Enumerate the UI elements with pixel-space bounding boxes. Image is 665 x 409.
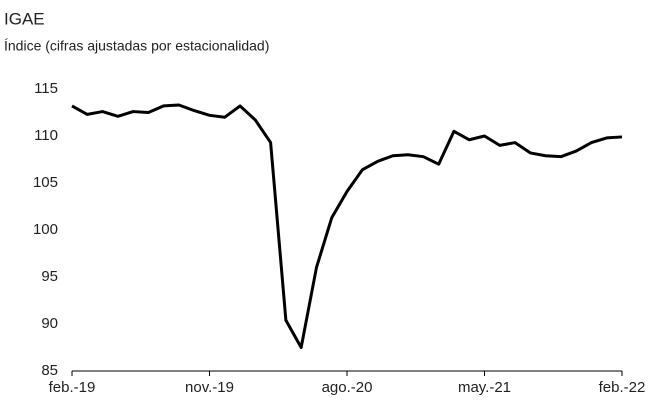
- y-tick-label: 115: [34, 80, 58, 97]
- y-tick-label: 105: [33, 174, 58, 191]
- y-tick-label: 90: [41, 315, 58, 332]
- y-tick-label: 110: [34, 127, 58, 144]
- y-tick-label: 85: [41, 362, 58, 379]
- x-tick-label: ago.-20: [322, 379, 373, 396]
- chart-subtitle: Índice (cifras ajustadas por estacionali…: [4, 38, 269, 54]
- x-tick-label: nov.-19: [185, 379, 234, 396]
- x-tick-label: feb.-19: [49, 379, 96, 396]
- x-tick-label: feb.-22: [599, 379, 646, 396]
- chart-title: IGAE: [4, 9, 45, 28]
- y-tick-label: 100: [33, 221, 58, 238]
- y-tick-label: 95: [41, 268, 58, 285]
- line: [71, 103, 623, 349]
- x-tick-label: may.-21: [458, 379, 511, 396]
